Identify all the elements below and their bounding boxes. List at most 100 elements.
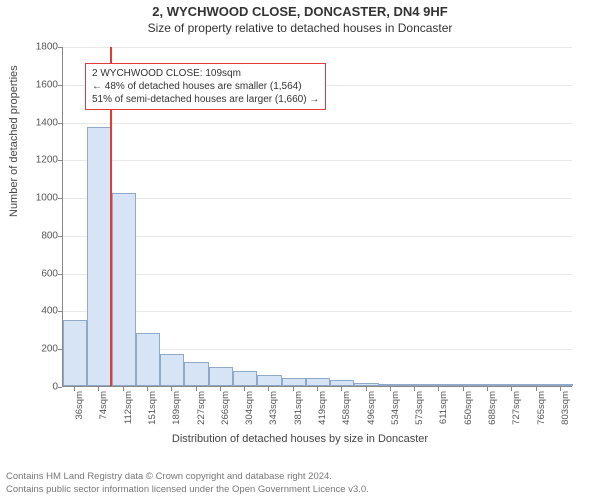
x-tick-mark: [244, 387, 245, 391]
x-tick-mark: [390, 387, 391, 391]
x-tick-mark: [341, 387, 342, 391]
y-tick-mark: [58, 47, 62, 48]
footer-line: Contains public sector information licen…: [6, 484, 369, 496]
x-tick-mark: [560, 387, 561, 391]
histogram-bar: [476, 384, 500, 386]
x-tick-label: 496sqm: [366, 391, 377, 441]
x-tick-mark: [487, 387, 488, 391]
x-tick-mark: [317, 387, 318, 391]
x-tick-mark: [293, 387, 294, 391]
x-tick-label: 112sqm: [123, 391, 134, 441]
x-tick-mark: [438, 387, 439, 391]
y-tick-label: 800: [8, 230, 58, 241]
x-tick-label: 74sqm: [98, 391, 109, 441]
histogram-bar: [87, 127, 111, 386]
histogram-bar: [452, 384, 476, 386]
y-tick-mark: [58, 349, 62, 350]
y-tick-label: 0: [8, 382, 58, 393]
gridline: [63, 123, 572, 124]
y-tick-label: 1800: [8, 42, 58, 53]
footer-line: Contains HM Land Registry data © Crown c…: [6, 471, 369, 483]
histogram-bar: [524, 384, 548, 386]
x-tick-label: 227sqm: [196, 391, 207, 441]
page-subtitle: Size of property relative to detached ho…: [0, 21, 600, 35]
x-tick-label: 688sqm: [487, 391, 498, 441]
histogram-bar: [549, 384, 573, 386]
gridline: [63, 198, 572, 199]
x-tick-label: 458sqm: [341, 391, 352, 441]
histogram-bar: [403, 384, 427, 386]
annotation-line: ← 48% of detached houses are smaller (1,…: [92, 80, 319, 93]
gridline: [63, 160, 572, 161]
x-tick-label: 343sqm: [268, 391, 279, 441]
histogram-bar: [136, 333, 160, 386]
gridline: [63, 47, 572, 48]
histogram-bar: [160, 354, 184, 386]
x-tick-mark: [171, 387, 172, 391]
histogram-bar: [282, 378, 306, 387]
x-tick-mark: [414, 387, 415, 391]
x-tick-label: 534sqm: [390, 391, 401, 441]
gridline: [63, 311, 572, 312]
gridline: [63, 274, 572, 275]
x-tick-label: 419sqm: [317, 391, 328, 441]
histogram-bar: [500, 384, 524, 386]
y-tick-label: 1600: [8, 79, 58, 90]
x-tick-label: 36sqm: [74, 391, 85, 441]
x-tick-mark: [123, 387, 124, 391]
x-tick-label: 381sqm: [293, 391, 304, 441]
x-tick-mark: [511, 387, 512, 391]
histogram-bar: [209, 367, 233, 386]
y-tick-label: 1400: [8, 117, 58, 128]
x-tick-label: 765sqm: [536, 391, 547, 441]
x-tick-label: 650sqm: [463, 391, 474, 441]
annotation-box: 2 WYCHWOOD CLOSE: 109sqm ← 48% of detach…: [85, 63, 326, 110]
histogram-bar: [427, 384, 451, 386]
x-tick-mark: [366, 387, 367, 391]
x-tick-label: 611sqm: [438, 391, 449, 441]
x-tick-label: 727sqm: [511, 391, 522, 441]
x-tick-label: 304sqm: [244, 391, 255, 441]
histogram-bar: [306, 378, 330, 386]
y-tick-mark: [58, 123, 62, 124]
y-tick-label: 600: [8, 268, 58, 279]
histogram-bar: [63, 320, 87, 386]
x-tick-mark: [147, 387, 148, 391]
y-tick-mark: [58, 387, 62, 388]
x-tick-label: 573sqm: [414, 391, 425, 441]
footer-attribution: Contains HM Land Registry data © Crown c…: [6, 471, 369, 496]
histogram-bar: [184, 362, 208, 386]
x-tick-mark: [74, 387, 75, 391]
histogram-bar: [233, 371, 257, 386]
y-tick-label: 200: [8, 344, 58, 355]
x-tick-mark: [463, 387, 464, 391]
x-tick-mark: [196, 387, 197, 391]
annotation-line: 51% of semi-detached houses are larger (…: [92, 93, 319, 106]
x-tick-label: 266sqm: [220, 391, 231, 441]
y-tick-label: 1000: [8, 193, 58, 204]
x-tick-mark: [268, 387, 269, 391]
y-tick-mark: [58, 198, 62, 199]
page-title: 2, WYCHWOOD CLOSE, DONCASTER, DN4 9HF: [0, 4, 600, 19]
histogram-bar: [330, 380, 354, 386]
y-tick-label: 1200: [8, 155, 58, 166]
x-tick-label: 151sqm: [147, 391, 158, 441]
x-tick-mark: [220, 387, 221, 391]
x-tick-mark: [536, 387, 537, 391]
y-tick-mark: [58, 311, 62, 312]
y-tick-mark: [58, 160, 62, 161]
chart-container: Number of detached properties 2 WYCHWOOD…: [0, 37, 600, 447]
x-tick-label: 803sqm: [560, 391, 571, 441]
y-tick-mark: [58, 274, 62, 275]
histogram-bar: [379, 384, 403, 386]
histogram-bar: [112, 193, 136, 386]
plot-area: 2 WYCHWOOD CLOSE: 109sqm ← 48% of detach…: [62, 47, 572, 387]
gridline: [63, 236, 572, 237]
x-tick-mark: [98, 387, 99, 391]
histogram-bar: [257, 375, 281, 386]
y-tick-mark: [58, 236, 62, 237]
annotation-line: 2 WYCHWOOD CLOSE: 109sqm: [92, 67, 319, 80]
histogram-bar: [354, 383, 378, 386]
x-tick-label: 189sqm: [171, 391, 182, 441]
y-tick-mark: [58, 85, 62, 86]
